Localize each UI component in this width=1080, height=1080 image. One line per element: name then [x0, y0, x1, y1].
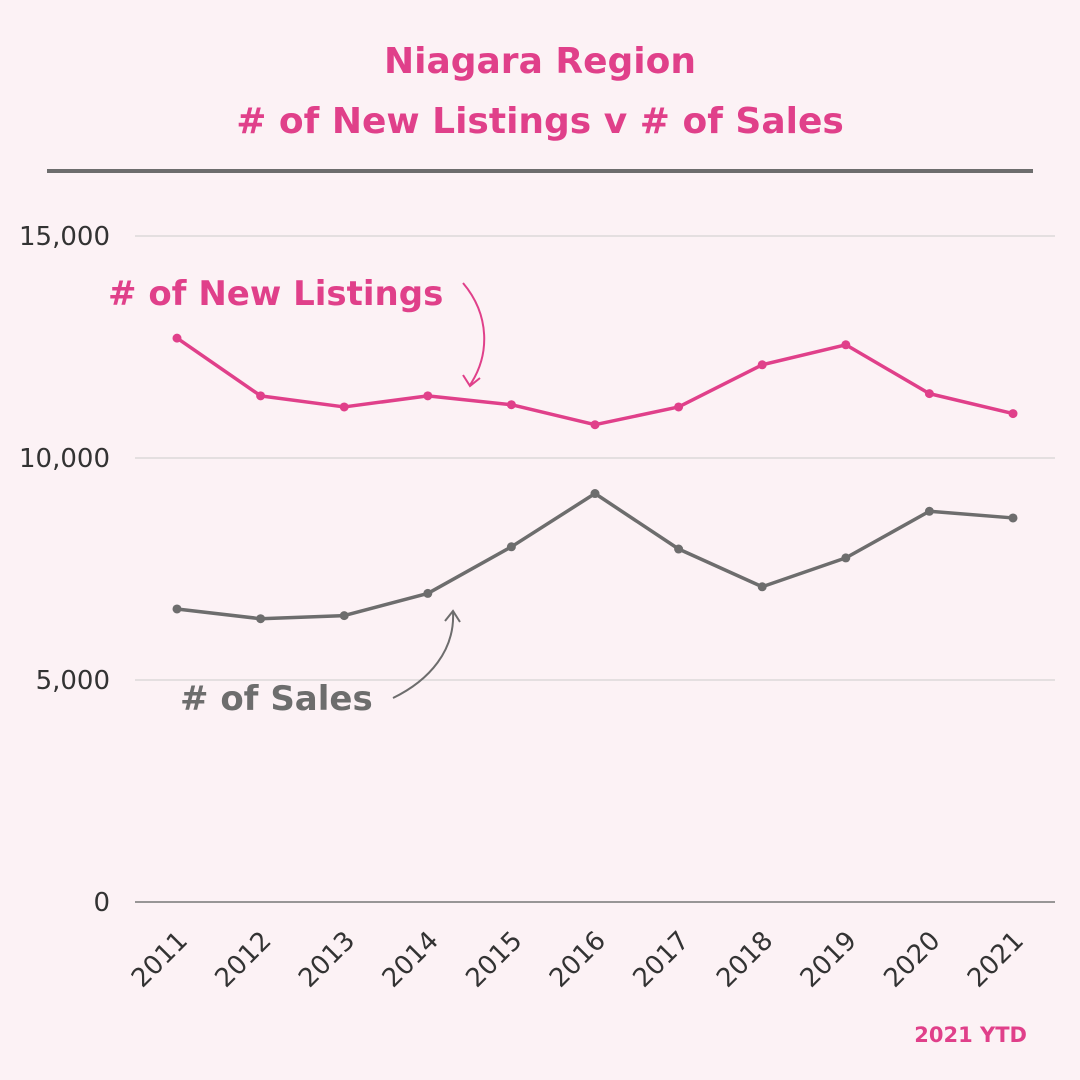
data-point-new-listings: [256, 391, 266, 401]
x-tick-label: 2014: [377, 926, 445, 994]
data-point-sales: [841, 553, 851, 563]
listings-annotation-arrow: [462, 282, 486, 386]
data-point-sales: [339, 611, 349, 621]
data-point-sales: [674, 544, 684, 554]
x-tick-label: 2021: [962, 926, 1030, 994]
x-tick-label: 2013: [293, 926, 361, 994]
footnote-ytd: 2021 YTD: [914, 1023, 1027, 1047]
data-point-sales: [172, 604, 182, 614]
data-point-new-listings: [506, 400, 516, 410]
series-line-new-listings: [175, 336, 1015, 427]
data-point-new-listings: [1008, 409, 1018, 419]
data-point-new-listings: [172, 333, 182, 343]
series-line-sales: [175, 491, 1015, 621]
y-tick-label: 15,000: [19, 222, 110, 252]
x-tick-label: 2015: [460, 926, 528, 994]
data-point-new-listings: [423, 391, 433, 401]
x-tick-label: 2019: [795, 926, 863, 994]
sales-annotation-arrow: [392, 611, 455, 699]
data-point-sales: [1008, 513, 1018, 523]
chart-title-line1: Niagara Region: [384, 41, 696, 82]
data-point-new-listings: [674, 402, 684, 412]
x-tick-label: 2020: [878, 926, 946, 994]
data-point-new-listings: [590, 420, 600, 430]
data-point-sales: [256, 614, 266, 624]
data-point-sales: [506, 542, 516, 552]
gridlines: [135, 235, 1055, 903]
chart-title-line2: # of New Listings v # of Sales: [236, 101, 844, 142]
data-point-sales: [590, 489, 600, 499]
x-tick-label: 2012: [210, 926, 278, 994]
series-lines: [172, 333, 1018, 624]
data-point-new-listings: [841, 340, 851, 350]
data-point-new-listings: [757, 360, 767, 370]
data-point-sales: [924, 506, 934, 516]
data-point-new-listings: [924, 389, 934, 399]
data-point-sales: [423, 588, 433, 598]
data-point-sales: [757, 582, 767, 592]
listings-arrowhead-icon: [462, 374, 481, 388]
x-axis-ticks: 2011 2012 2013 2014 2015 2016 2017 2018 2019 2020…: [126, 926, 1030, 994]
x-tick-label: 2018: [711, 926, 779, 994]
listings-annotation-label: # of New Listings: [108, 274, 443, 314]
y-tick-label: 10,000: [19, 444, 110, 474]
y-tick-label: 0: [93, 888, 110, 918]
x-tick-label: 2016: [544, 926, 612, 994]
sales-annotation-label: # of Sales: [180, 679, 373, 719]
sales-arrowhead-icon: [444, 609, 461, 623]
x-tick-label: 2017: [628, 926, 696, 994]
y-tick-label: 5,000: [36, 666, 110, 696]
x-tick-label: 2011: [126, 926, 194, 994]
y-axis-ticks: 0 5,000 10,000 15,000: [19, 222, 110, 918]
data-point-new-listings: [339, 402, 349, 412]
